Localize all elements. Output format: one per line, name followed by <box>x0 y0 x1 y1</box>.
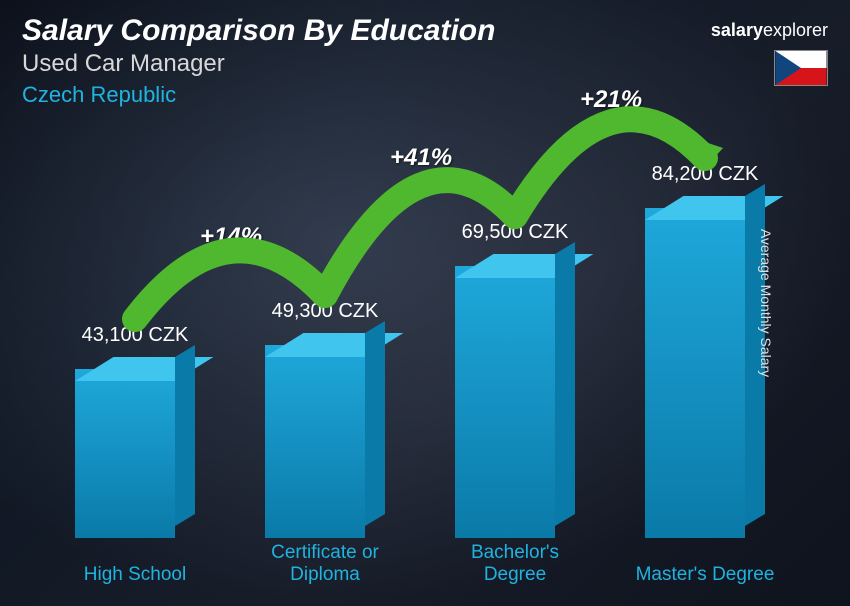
chart-country: Czech Republic <box>22 82 495 108</box>
country-flag-icon <box>774 50 828 86</box>
bar-chart: High School43,100 CZKCertificate or Dipl… <box>40 106 800 586</box>
y-axis-label: Average Monthly Salary <box>758 229 774 377</box>
increase-arc <box>40 106 800 586</box>
chart-title: Salary Comparison By Education <box>22 14 495 48</box>
brand-bold: salary <box>711 20 763 40</box>
header: Salary Comparison By Education Used Car … <box>22 14 495 108</box>
brand-logo: salaryexplorer <box>711 20 828 41</box>
brand-light: explorer <box>763 20 828 40</box>
chart-subtitle: Used Car Manager <box>22 50 495 78</box>
